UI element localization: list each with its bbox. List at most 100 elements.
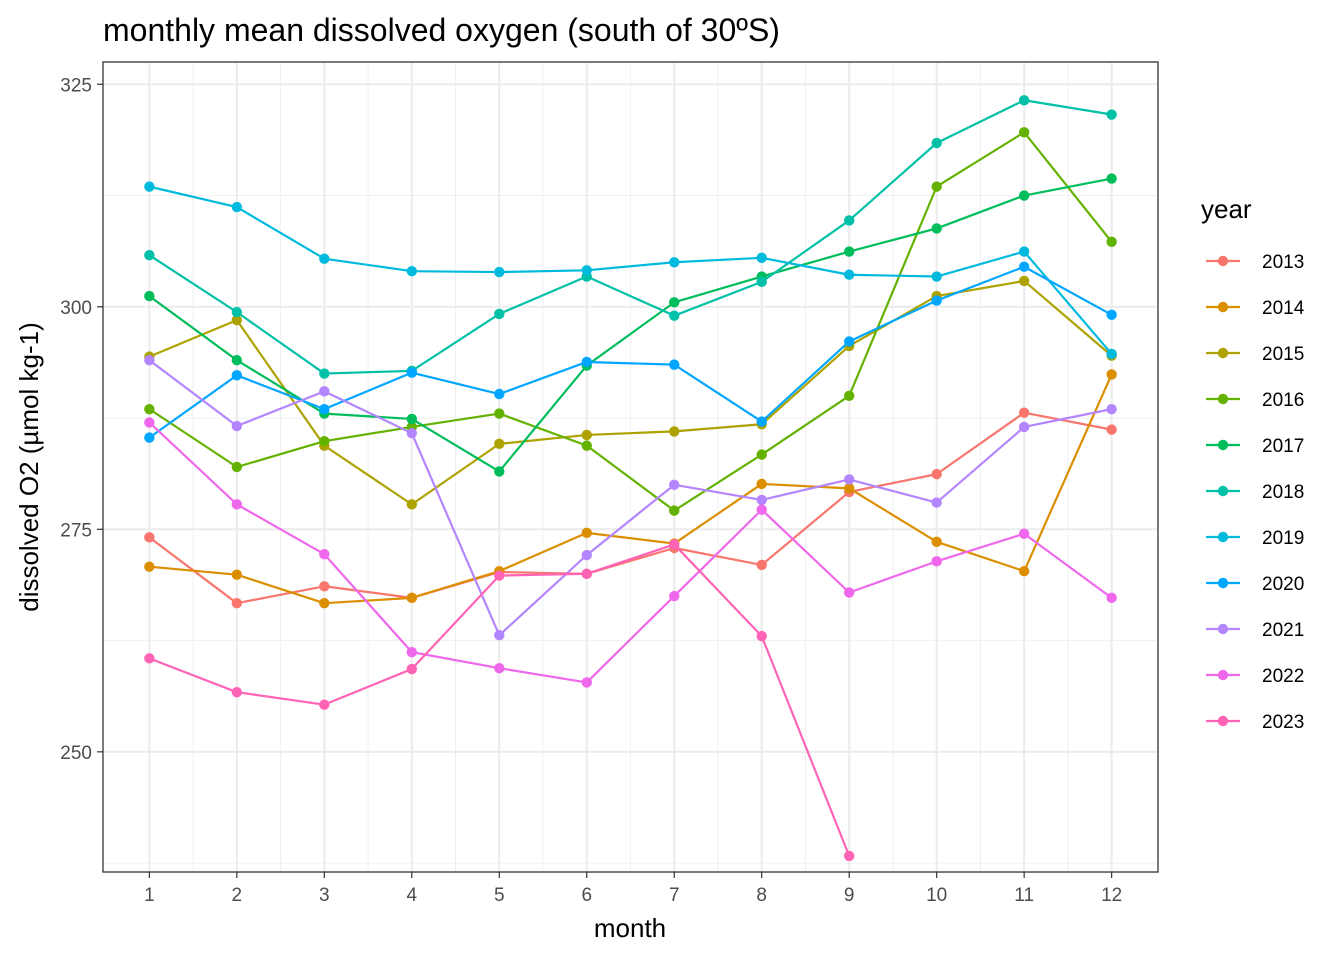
series-line-2013 [148,411,1112,605]
data-point-2023 [319,699,330,710]
data-point-2016 [494,408,505,419]
data-point-2022 [843,587,855,598]
y-tick-label: 300 [60,298,92,319]
data-point-2021 [581,549,592,561]
data-point-2019 [406,265,418,277]
y-tick-label: 250 [60,743,92,764]
data-point-2015 [581,429,592,441]
legend-label: 2021 [1262,620,1304,641]
x-axis: 1 2 3 4 5 6 7 8 9 10 11 12 [144,872,1122,906]
data-point-2022 [406,646,418,658]
legend-item-2019: 2019 [1206,528,1304,549]
legend-key-point [1217,623,1229,635]
data-point-2014 [319,597,330,609]
data-point-2013 [1018,407,1030,418]
data-point-2016 [1106,236,1117,248]
data-point-2022 [231,499,243,510]
legend-item-2020: 2020 [1206,574,1304,595]
legend-label: 2014 [1262,298,1305,319]
data-point-2018 [319,368,330,379]
legend-key-point [1217,531,1229,543]
legend-label: 2016 [1262,390,1304,411]
y-tick-label: 325 [60,75,92,96]
data-point-2018 [669,310,680,321]
data-point-2020 [1018,261,1030,272]
series-line-2018 [148,99,1112,375]
data-point-2022 [1106,592,1117,604]
data-point-2021 [931,497,942,508]
data-point-2017 [843,246,855,257]
data-point-2017 [231,354,243,366]
data-point-2014 [581,527,592,539]
data-point-2018 [1018,95,1030,106]
data-point-2014 [1018,565,1030,577]
data-point-2015 [494,438,505,450]
data-point-2013 [231,597,243,609]
legend-key-point [1217,393,1229,405]
data-point-2022 [669,590,680,602]
legend-key-point [1217,255,1229,267]
data-point-2016 [931,181,942,192]
legend-item-2023: 2023 [1206,712,1304,733]
data-point-2018 [1106,109,1117,120]
series-2022 [144,417,1117,688]
legend-label: 2023 [1262,712,1304,733]
data-point-2021 [756,494,767,506]
data-point-2019 [669,257,680,268]
data-point-2021 [406,427,418,439]
data-point-2016 [231,461,243,473]
legend-key-point [1217,439,1229,451]
x-tick-label: 11 [1014,885,1034,906]
series-line-2016 [148,131,1113,512]
legend-item-2021: 2021 [1206,620,1304,641]
x-axis-label: month [594,913,666,943]
data-point-2017 [406,413,418,425]
data-point-2020 [931,295,942,306]
data-point-2016 [144,403,155,415]
y-axis: 250 275 300 325 [60,75,103,764]
x-tick-label: 4 [407,885,418,906]
legend-label: 2017 [1262,436,1304,457]
data-point-2020 [669,359,680,370]
data-point-2015 [406,499,418,510]
data-point-2020 [231,370,243,381]
series-line-2014 [149,373,1113,605]
legend-key-point [1217,347,1229,359]
data-point-2022 [144,417,155,428]
series-line-2019 [149,185,1113,355]
legend-key-point [1217,669,1229,681]
legend: year 2013 2014 2015 2016 2017 2018 2019 2020 202… [1201,194,1305,733]
data-point-2020 [1106,309,1117,320]
legend-item-2018: 2018 [1206,482,1304,503]
data-point-2017 [144,290,155,302]
x-tick-label: 6 [581,885,592,906]
data-point-2021 [1106,403,1117,415]
legend-item-2017: 2017 [1206,436,1304,457]
data-point-2018 [756,276,767,288]
data-point-2019 [843,269,855,280]
data-point-2019 [319,253,330,264]
data-point-2014 [1106,369,1117,380]
data-point-2019 [1106,348,1117,360]
data-point-2022 [931,556,942,567]
data-point-2018 [843,215,855,226]
legend-label: 2022 [1262,666,1304,687]
data-point-2019 [931,271,942,282]
data-point-2023 [231,686,243,698]
data-point-2013 [319,581,330,592]
data-point-2015 [1018,275,1030,287]
data-point-2019 [231,201,243,213]
data-point-2013 [1106,424,1117,435]
data-point-2023 [843,850,855,862]
data-point-2021 [843,474,855,485]
data-point-2017 [1018,190,1030,201]
series-line-2015 [148,279,1113,506]
y-axis-label: dissolved O2 (µmol kg-1) [14,322,44,612]
data-point-2023 [406,663,418,675]
data-point-2019 [494,266,505,278]
series-2023 [144,539,855,862]
chart-title: monthly mean dissolved oxygen (south of … [103,12,780,48]
data-point-2014 [231,569,243,580]
data-point-2014 [406,592,418,604]
